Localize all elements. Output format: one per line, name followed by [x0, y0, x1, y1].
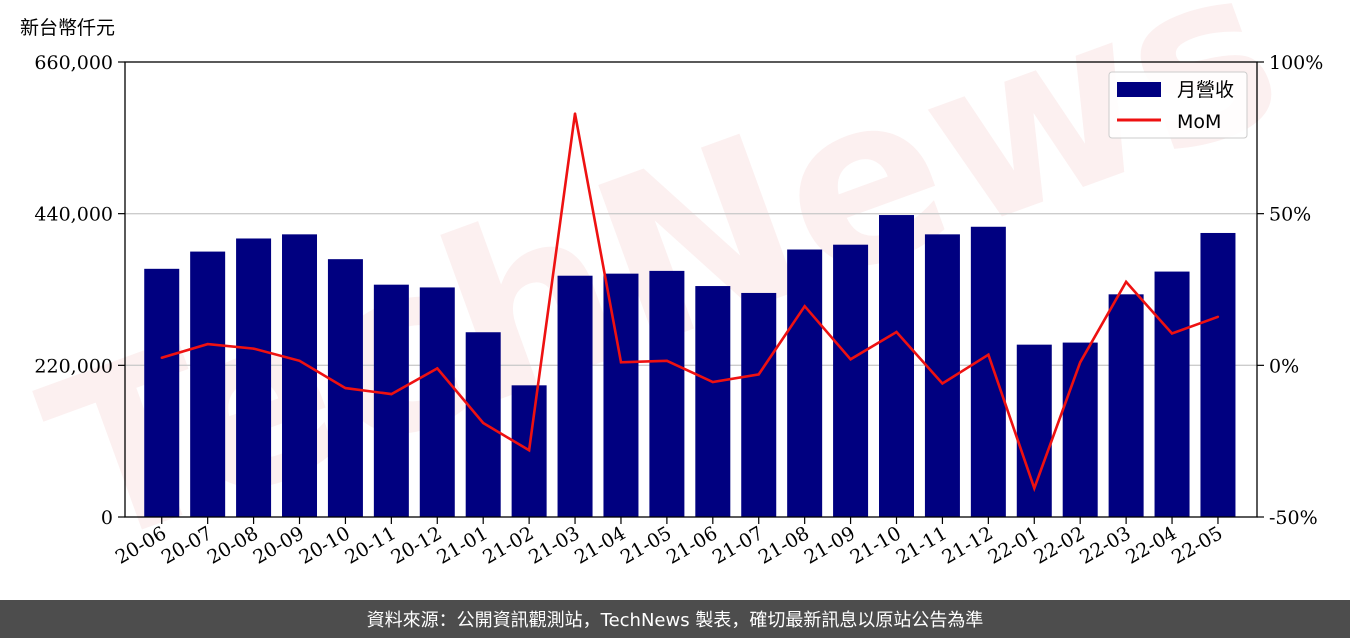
x-tick-label: 21-11	[892, 522, 950, 568]
plot-frame	[124, 61, 1258, 518]
right-tick-label: 100%	[1269, 52, 1323, 74]
y-unit-label: 新台幣仟元	[20, 17, 115, 39]
mom-line-series	[160, 112, 1220, 493]
source-text: 資料來源：公開資訊觀測站，TechNews 製表，確切最新訊息以原站公告為準	[366, 610, 984, 631]
bar-21-03	[557, 275, 593, 517]
mom-point-20-12	[436, 367, 439, 370]
mom-point-21-10	[895, 330, 898, 334]
legend-line-label: MoM	[1177, 111, 1221, 133]
x-tick-label: 21-12	[938, 522, 996, 568]
mom-point-21-03	[573, 112, 577, 115]
bar-22-05	[1200, 232, 1236, 517]
right-tick-label: 0%	[1269, 355, 1299, 377]
bar-21-09	[833, 244, 869, 517]
mom-point-21-08	[803, 304, 806, 308]
x-tick-label: 21-01	[433, 522, 491, 568]
x-tick-label: 22-04	[1122, 522, 1180, 568]
mom-point-22-04	[1170, 332, 1174, 335]
x-tick-label: 21-10	[847, 522, 905, 568]
x-tick-label: 21-03	[525, 522, 583, 568]
mom-point-20-08	[252, 347, 255, 350]
legend-bar-swatch	[1117, 82, 1161, 97]
mom-point-20-09	[298, 359, 301, 362]
mom-point-21-05	[665, 359, 669, 362]
mom-line	[161, 113, 1219, 493]
source-footer: 資料來源：公開資訊觀測站，TechNews 製表，確切最新訊息以原站公告為準	[0, 600, 1350, 638]
right-tick-label: -50%	[1269, 507, 1318, 529]
right-tick-label: 50%	[1269, 204, 1311, 226]
left-tick-label: 0	[101, 507, 113, 529]
bar-22-03	[1108, 294, 1144, 517]
mom-point-21-04	[619, 361, 623, 364]
x-tick-label: 22-05	[1168, 522, 1226, 568]
left-tick-label: 220,000	[34, 355, 113, 377]
bar-20-09	[282, 234, 318, 517]
x-tick-label: 21-02	[479, 522, 537, 568]
x-tick-label: 20-11	[341, 522, 399, 568]
left-tick-label: 440,000	[34, 204, 113, 226]
mom-point-20-10	[344, 386, 347, 390]
mom-point-21-11	[941, 382, 944, 385]
mom-point-22-01	[1033, 486, 1036, 490]
bar-20-12	[419, 287, 455, 517]
x-tick-label: 21-05	[617, 522, 675, 568]
bar-21-08	[787, 249, 823, 518]
bar-20-08	[236, 238, 272, 517]
x-tick-label: 21-09	[801, 522, 859, 568]
mom-point-21-02	[527, 449, 531, 452]
left-tick-label: 660,000	[34, 52, 113, 74]
legend-bar-label: 月營收	[1177, 79, 1234, 101]
left-axis: 0 220,000 440,000 660,000	[34, 52, 125, 529]
x-tick-label: 22-03	[1076, 522, 1134, 568]
bar-20-11	[373, 284, 409, 517]
x-tick-label: 22-01	[984, 522, 1042, 568]
x-tick-label: 22-02	[1030, 522, 1088, 568]
bar-21-04	[603, 273, 639, 517]
bar-21-05	[649, 270, 685, 517]
mom-point-21-12	[987, 353, 990, 356]
legend: 月營收 MoM	[1108, 71, 1248, 139]
mom-point-22-03	[1124, 280, 1128, 284]
x-tick-label: 21-08	[755, 522, 813, 568]
x-tick-label: 21-07	[709, 522, 767, 568]
mom-point-20-06	[160, 356, 163, 359]
bar-22-04	[1154, 271, 1190, 517]
mom-point-21-07	[757, 373, 760, 376]
mom-point-22-02	[1078, 361, 1082, 364]
bar-21-10	[879, 215, 915, 517]
mom-point-22-05	[1216, 315, 1220, 318]
mom-point-21-06	[711, 380, 715, 384]
bar-21-01	[465, 332, 501, 517]
mom-point-21-09	[849, 358, 852, 361]
bar-20-07	[190, 251, 226, 518]
x-tick-label: 21-06	[663, 522, 721, 568]
mom-point-20-07	[206, 342, 209, 346]
mom-point-20-11	[390, 392, 393, 396]
bar-21-06	[695, 286, 731, 517]
bar-21-07	[741, 292, 777, 517]
bar-21-12	[970, 226, 1006, 518]
x-tick-label: 20-12	[387, 522, 445, 568]
x-tick-label: 21-04	[571, 522, 629, 568]
mom-point-21-01	[481, 421, 485, 425]
x-tick-label: 20-10	[295, 522, 353, 568]
bar-22-02	[1062, 342, 1098, 517]
right-axis: -50% 0% 50% 100%	[1257, 52, 1323, 529]
bar-series	[144, 215, 1236, 518]
bar-20-06	[144, 268, 180, 517]
